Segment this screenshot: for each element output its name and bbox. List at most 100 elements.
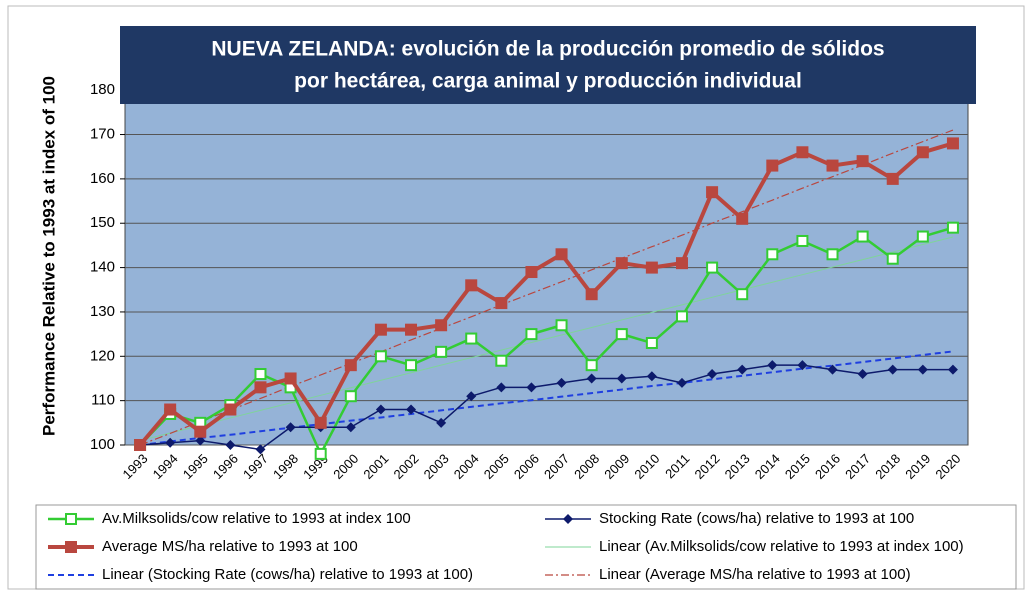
- point-marker: [465, 279, 478, 292]
- legend-label: Linear (Av.Milksolids/cow relative to 19…: [599, 538, 964, 555]
- series-line: [138, 141, 954, 447]
- legend: [35, 504, 1017, 590]
- series-line: [139, 364, 953, 451]
- point-marker: [886, 252, 899, 265]
- title-box: [120, 26, 976, 104]
- point-marker: [495, 297, 508, 310]
- point-marker: [766, 159, 779, 172]
- point-marker: [675, 257, 688, 270]
- point-marker: [586, 373, 597, 384]
- point-marker: [826, 248, 839, 261]
- y-tick-label: 130: [90, 303, 115, 320]
- point-marker: [555, 319, 568, 332]
- legend-marker: [563, 514, 573, 524]
- point-marker: [165, 437, 176, 448]
- point-marker: [314, 447, 327, 460]
- point-marker: [345, 422, 356, 433]
- point-marker: [314, 416, 327, 429]
- point-marker: [435, 319, 448, 332]
- point-marker: [405, 359, 418, 372]
- point-marker: [675, 310, 688, 323]
- point-marker: [374, 350, 387, 363]
- point-marker: [645, 261, 658, 274]
- legend-label: Average MS/ha relative to 1993 at 100: [102, 538, 358, 555]
- chart-title: por hectárea, carga animal y producción …: [294, 70, 802, 93]
- point-marker: [344, 390, 357, 403]
- series-line: [139, 226, 954, 456]
- y-tick-label: 110: [91, 392, 115, 409]
- point-marker: [375, 404, 386, 415]
- point-marker: [406, 404, 417, 415]
- y-tick-label: 160: [90, 170, 115, 187]
- point-marker: [707, 369, 718, 380]
- point-marker: [646, 371, 657, 382]
- legend-label: Linear (Average MS/ha relative to 1993 a…: [599, 566, 911, 583]
- legend-marker: [65, 541, 77, 553]
- point-marker: [916, 146, 929, 159]
- legend-label: Linear (Stocking Rate (cows/ha) relative…: [102, 566, 473, 583]
- point-marker: [466, 391, 477, 402]
- point-marker: [917, 364, 928, 375]
- y-tick-label: 170: [90, 125, 115, 142]
- point-marker: [736, 288, 749, 301]
- point-marker: [797, 360, 808, 371]
- point-marker: [435, 345, 448, 358]
- point-marker: [615, 328, 628, 341]
- point-marker: [676, 377, 687, 388]
- y-tick-label: 100: [90, 436, 115, 453]
- point-marker: [526, 382, 537, 393]
- point-marker: [556, 377, 567, 388]
- point-marker: [645, 336, 658, 349]
- point-marker: [134, 439, 147, 451]
- plot-background: [124, 67, 969, 446]
- point-marker: [224, 403, 237, 416]
- point-marker: [706, 261, 719, 274]
- point-marker: [736, 212, 749, 225]
- point-marker: [225, 440, 236, 450]
- y-tick-label: 180: [90, 81, 115, 98]
- point-marker: [405, 323, 418, 336]
- legend-label: Av.Milksolids/cow relative to 1993 at in…: [102, 510, 411, 527]
- point-marker: [856, 155, 869, 168]
- point-marker: [706, 186, 719, 199]
- point-marker: [796, 146, 809, 159]
- chart-title: NUEVA ZELANDA: evolución de la producció…: [211, 38, 884, 61]
- point-marker: [195, 435, 206, 446]
- point-marker: [767, 360, 778, 371]
- point-marker: [616, 373, 627, 384]
- point-marker: [827, 364, 838, 375]
- point-marker: [947, 364, 958, 375]
- y-axis-label: Performance Relative to 1993 at index of…: [39, 76, 58, 436]
- point-marker: [285, 422, 296, 433]
- point-marker: [737, 364, 748, 375]
- point-marker: [886, 172, 899, 185]
- y-tick-label: 150: [90, 214, 115, 231]
- series-line: [139, 129, 954, 446]
- point-marker: [887, 364, 898, 375]
- series-line: [139, 236, 954, 442]
- point-marker: [946, 221, 959, 234]
- point-marker: [255, 444, 266, 455]
- point-marker: [766, 248, 779, 261]
- point-marker: [916, 230, 929, 243]
- point-marker: [826, 159, 839, 172]
- point-marker: [194, 425, 207, 438]
- point-marker: [585, 288, 598, 301]
- point-marker: [796, 234, 809, 247]
- point-marker: [857, 369, 868, 380]
- point-marker: [946, 137, 959, 150]
- point-marker: [344, 359, 357, 372]
- point-marker: [284, 372, 297, 385]
- point-marker: [436, 417, 447, 428]
- point-marker: [615, 257, 628, 270]
- point-marker: [465, 332, 478, 345]
- point-marker: [585, 359, 598, 372]
- legend-marker: [65, 513, 77, 525]
- point-marker: [525, 266, 538, 279]
- point-marker: [555, 248, 568, 261]
- y-tick-label: 120: [90, 347, 115, 364]
- point-marker: [374, 323, 387, 336]
- point-marker: [495, 354, 508, 367]
- point-marker: [856, 230, 869, 243]
